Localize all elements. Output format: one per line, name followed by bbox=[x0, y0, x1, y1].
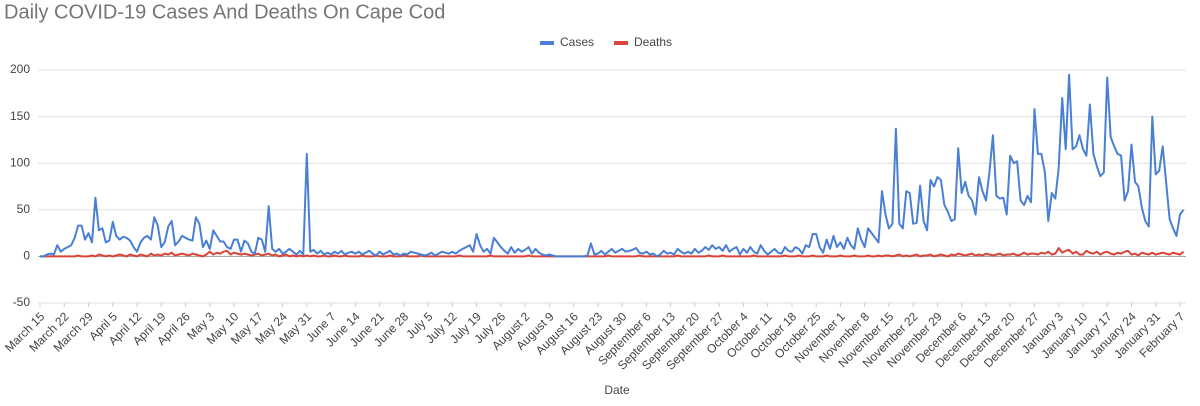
y-tick-label: 50 bbox=[17, 202, 31, 216]
y-tick-label: 0 bbox=[23, 249, 30, 263]
y-tick-label: 100 bbox=[10, 155, 30, 169]
chart-title: Daily COVID-19 Cases And Deaths On Cape … bbox=[4, 1, 445, 23]
y-tick-label: 200 bbox=[10, 62, 30, 76]
x-axis-title: Date bbox=[604, 383, 630, 397]
legend-label: Deaths bbox=[634, 35, 672, 49]
series-line bbox=[40, 73, 1185, 258]
series-line bbox=[40, 247, 1185, 258]
y-tick-label: 150 bbox=[10, 109, 30, 123]
y-tick-label: -50 bbox=[13, 295, 31, 309]
legend-label: Cases bbox=[560, 35, 594, 49]
